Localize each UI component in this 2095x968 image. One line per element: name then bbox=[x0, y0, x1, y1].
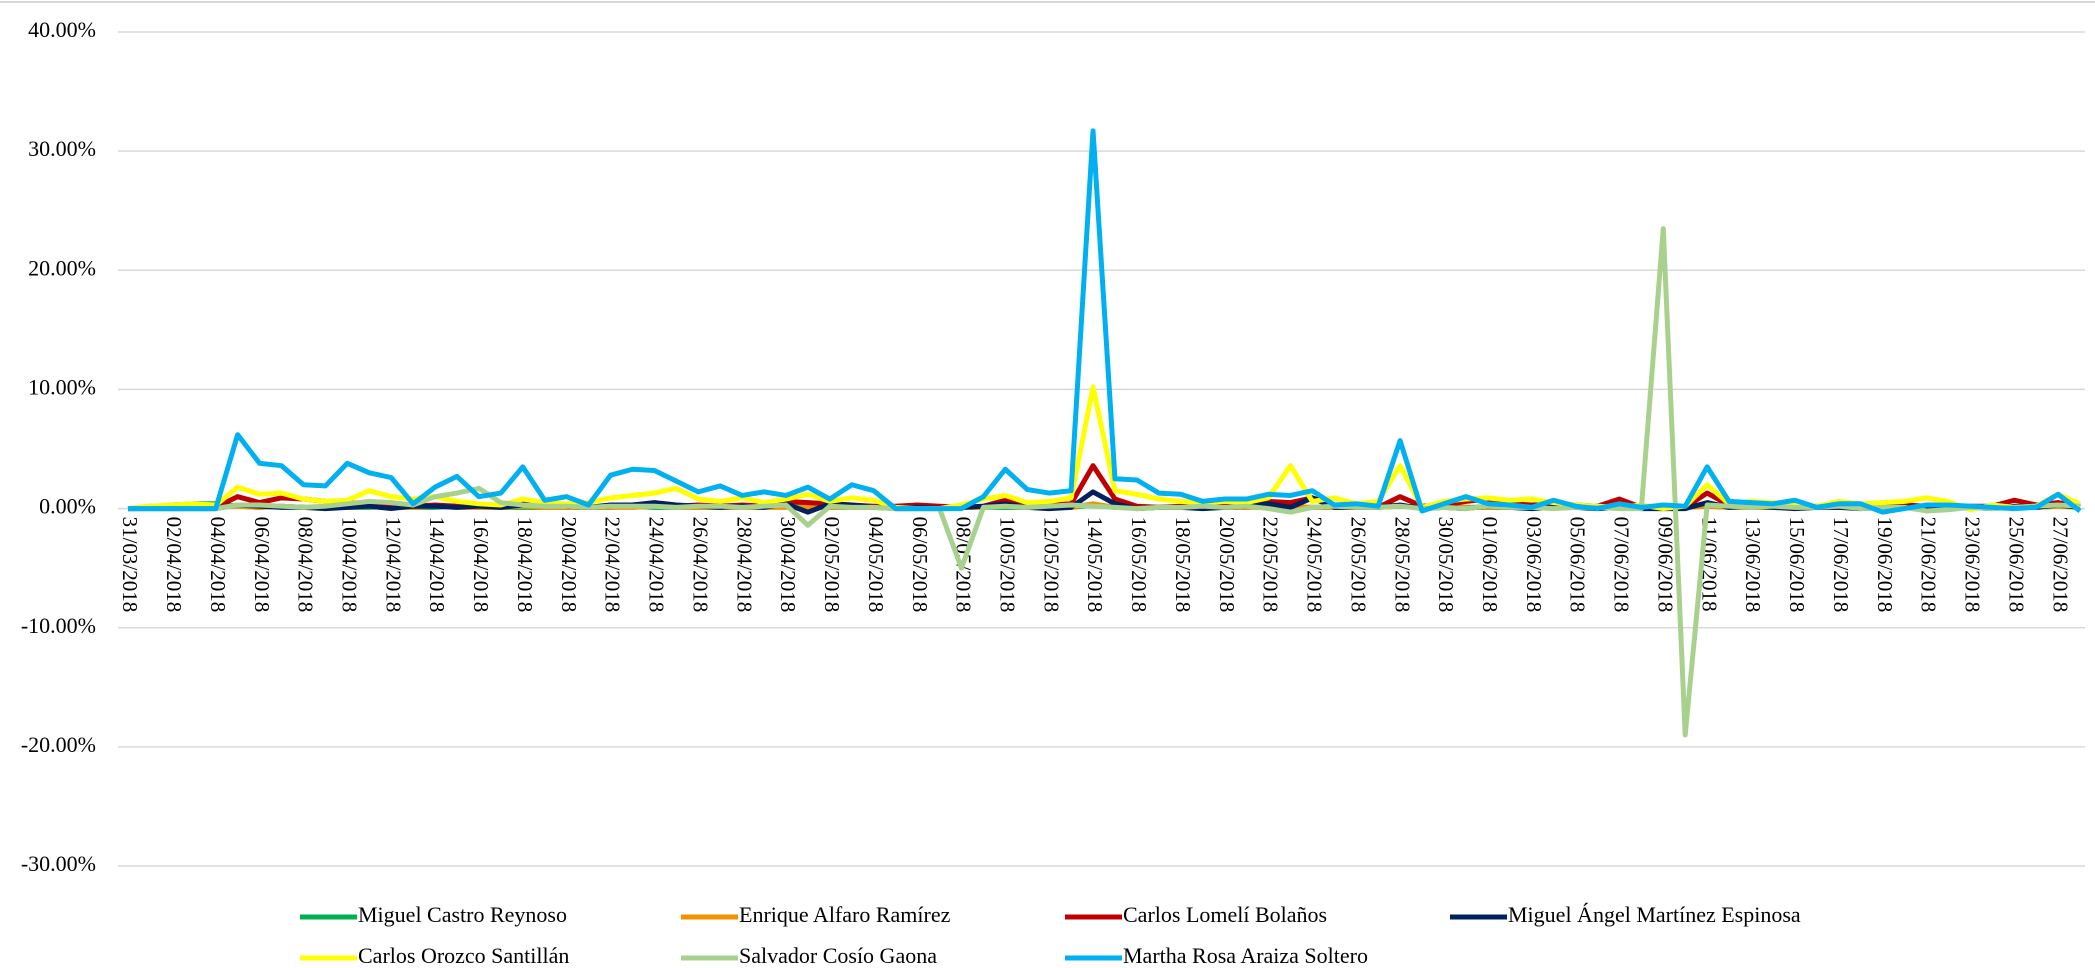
x-tick-label: 14/05/2018 bbox=[1083, 517, 1107, 613]
x-tick-label: 04/04/2018 bbox=[206, 517, 230, 613]
y-tick-label: -30.00% bbox=[21, 851, 96, 876]
x-tick-label: 10/05/2018 bbox=[995, 517, 1019, 613]
legend-label: Miguel Castro Reynoso bbox=[358, 902, 567, 927]
x-tick-label: 26/05/2018 bbox=[1346, 517, 1370, 613]
x-tick-label: 19/06/2018 bbox=[1873, 517, 1897, 613]
x-tick-label: 22/04/2018 bbox=[601, 517, 625, 613]
x-tick-label: 06/04/2018 bbox=[250, 517, 274, 613]
x-tick-label: 20/05/2018 bbox=[1215, 517, 1239, 613]
x-tick-label: 13/06/2018 bbox=[1741, 517, 1765, 613]
x-tick-label: 20/04/2018 bbox=[557, 517, 581, 613]
x-tick-label: 18/05/2018 bbox=[1171, 517, 1195, 613]
legend-label: Salvador Cosío Gaona bbox=[739, 943, 937, 968]
x-tick-label: 21/06/2018 bbox=[1917, 517, 1941, 613]
x-tick-label: 17/06/2018 bbox=[1829, 517, 1853, 613]
x-tick-label: 05/06/2018 bbox=[1566, 517, 1590, 613]
y-tick-label: 0.00% bbox=[39, 494, 96, 519]
x-tick-label: 31/03/2018 bbox=[118, 517, 142, 613]
legend-label: Martha Rosa Araiza Soltero bbox=[1123, 943, 1368, 968]
x-tick-label: 23/06/2018 bbox=[1961, 517, 1985, 613]
x-tick-label: 30/04/2018 bbox=[776, 517, 800, 613]
x-tick-label: 28/05/2018 bbox=[1390, 517, 1414, 613]
x-tick-label: 15/06/2018 bbox=[1785, 517, 1809, 613]
x-tick-label: 09/06/2018 bbox=[1653, 517, 1677, 613]
legend-label: Miguel Ángel Martínez Espinosa bbox=[1508, 902, 1801, 927]
legend-label: Carlos Lomelí Bolaños bbox=[1123, 902, 1327, 927]
x-tick-label: 27/06/2018 bbox=[2048, 517, 2072, 613]
y-tick-label: -20.00% bbox=[21, 732, 96, 757]
legend-label: Carlos Orozco Santillán bbox=[358, 943, 569, 968]
x-tick-label: 03/06/2018 bbox=[1522, 517, 1546, 613]
x-tick-label: 12/05/2018 bbox=[1039, 517, 1063, 613]
x-tick-label: 24/04/2018 bbox=[645, 517, 669, 613]
x-tick-label: 30/05/2018 bbox=[1434, 517, 1458, 613]
x-tick-label: 12/04/2018 bbox=[381, 517, 405, 613]
x-tick-label: 14/04/2018 bbox=[425, 517, 449, 613]
y-tick-label: 10.00% bbox=[28, 374, 96, 399]
x-tick-label: 26/04/2018 bbox=[688, 517, 712, 613]
legend-label: Enrique Alfaro Ramírez bbox=[739, 902, 951, 927]
x-tick-label: 02/05/2018 bbox=[820, 517, 844, 613]
x-tick-label: 24/05/2018 bbox=[1303, 517, 1327, 613]
x-tick-label: 04/05/2018 bbox=[864, 517, 888, 613]
x-tick-label: 02/04/2018 bbox=[162, 517, 186, 613]
y-tick-label: 20.00% bbox=[28, 255, 96, 280]
x-tick-label: 08/04/2018 bbox=[294, 517, 318, 613]
x-tick-label: 16/05/2018 bbox=[1127, 517, 1151, 613]
series-line bbox=[128, 226, 2081, 738]
x-tick-label: 10/04/2018 bbox=[338, 517, 362, 613]
series-line bbox=[127, 384, 2081, 513]
x-tick-label: 22/05/2018 bbox=[1259, 517, 1283, 613]
series-line bbox=[128, 128, 2082, 515]
x-tick-label: 25/06/2018 bbox=[2004, 517, 2028, 613]
x-tick-label: 28/04/2018 bbox=[732, 517, 756, 613]
y-tick-label: 30.00% bbox=[28, 136, 96, 161]
x-tick-label: 16/04/2018 bbox=[469, 517, 493, 613]
x-tick-label: 01/06/2018 bbox=[1478, 517, 1502, 613]
x-tick-label: 06/05/2018 bbox=[908, 517, 932, 613]
y-tick-label: 40.00% bbox=[28, 17, 96, 42]
x-tick-label: 07/06/2018 bbox=[1610, 517, 1634, 613]
y-tick-label: -10.00% bbox=[21, 613, 96, 638]
x-tick-label: 18/04/2018 bbox=[513, 517, 537, 613]
